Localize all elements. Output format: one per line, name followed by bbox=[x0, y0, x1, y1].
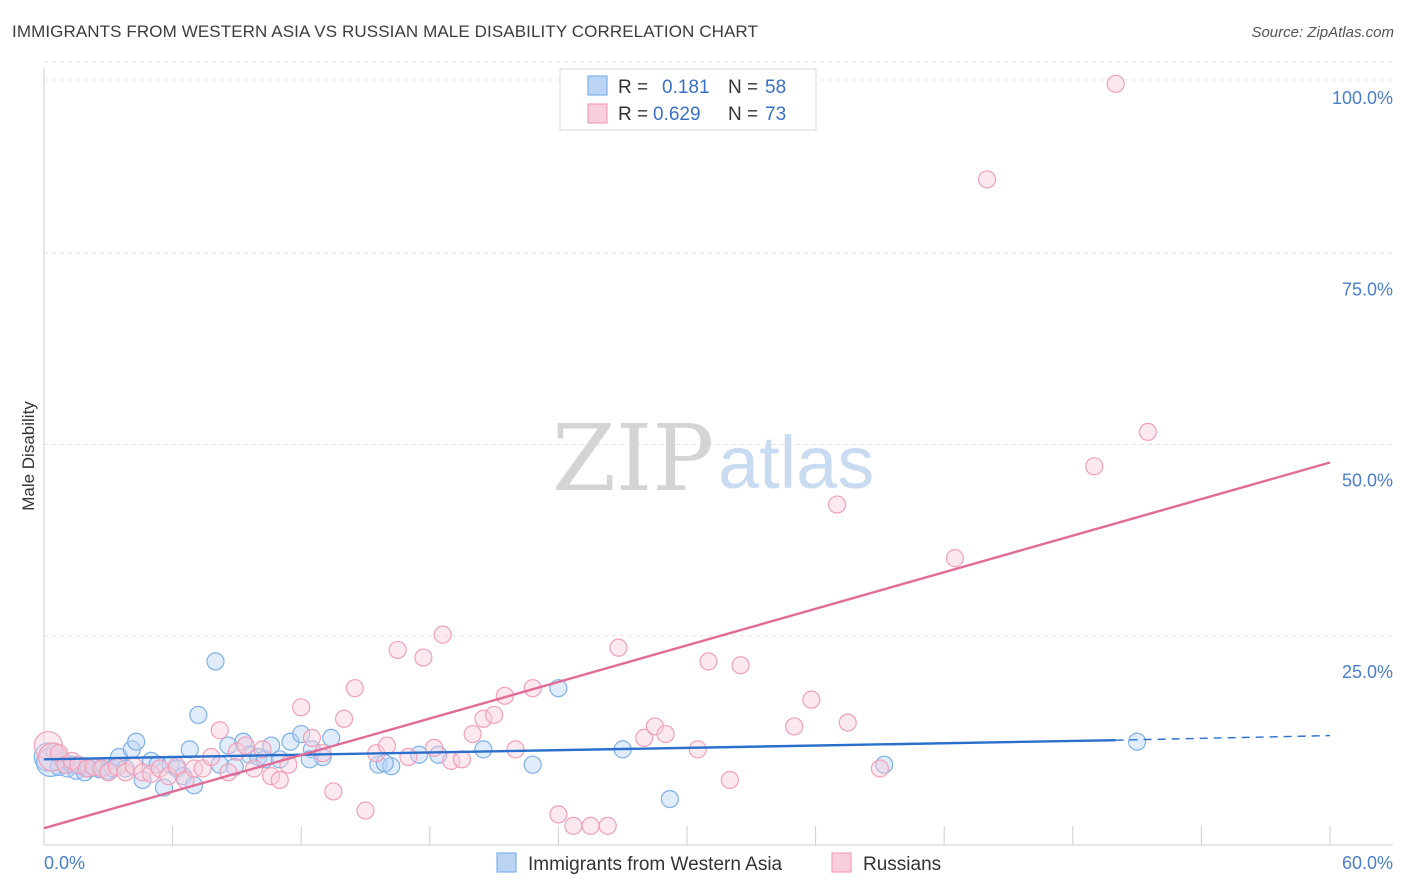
y-tick-label-50: 50.0% bbox=[1342, 471, 1393, 491]
point-russians-74 bbox=[827, 495, 847, 514]
point-russians-44 bbox=[433, 625, 452, 644]
point-western-asia-38 bbox=[262, 736, 281, 755]
legend-swatch-russians bbox=[587, 103, 608, 124]
x-tick-label-max: 60.0% bbox=[1342, 853, 1393, 873]
legend-n-value-1: 58 bbox=[765, 77, 786, 98]
point-russians-57 bbox=[609, 638, 628, 657]
point-russians-60 bbox=[656, 724, 675, 744]
point-western-asia-55 bbox=[1127, 732, 1147, 751]
point-russians-28 bbox=[262, 767, 281, 786]
point-russians-27 bbox=[253, 740, 272, 759]
point-russians-34 bbox=[324, 782, 343, 801]
point-russians-32 bbox=[302, 728, 322, 748]
series-legend-label-russians: Russians bbox=[863, 854, 941, 875]
tick-labels: 25.0% 50.0% 75.0% 100.0% 0.0% 60.0% bbox=[44, 88, 1393, 873]
y-tick-label-75: 75.0% bbox=[1342, 279, 1393, 299]
point-russians-54 bbox=[564, 816, 583, 835]
point-western-asia-30 bbox=[206, 652, 225, 671]
legend-n-label-1: N = bbox=[728, 77, 758, 98]
legend-r-label-2: R = bbox=[618, 104, 648, 125]
point-russians-58 bbox=[635, 728, 654, 748]
x-tick-label-min: 0.0% bbox=[44, 853, 85, 873]
point-russians-48 bbox=[474, 709, 493, 728]
legend-n-value-2: 73 bbox=[765, 104, 786, 125]
point-russians-6 bbox=[77, 759, 96, 778]
point-western-asia-49 bbox=[474, 740, 493, 759]
legend-r-label-1: R = bbox=[618, 77, 648, 98]
point-russians-36 bbox=[345, 679, 364, 698]
point-russians-41 bbox=[399, 747, 418, 767]
legend-n-label-2: N = bbox=[728, 104, 758, 125]
point-russians-73 bbox=[1138, 422, 1157, 441]
axes bbox=[43, 68, 1393, 846]
point-russians-56 bbox=[598, 816, 617, 835]
point-western-asia-53 bbox=[660, 789, 679, 809]
point-russians-62 bbox=[699, 652, 718, 671]
series-legend: Immigrants from Western Asia Russians bbox=[496, 852, 941, 875]
point-russians-49 bbox=[485, 705, 504, 725]
watermark-atlas: atlas bbox=[718, 421, 874, 504]
series-legend-label-western-asia: Immigrants from Western Asia bbox=[528, 854, 783, 875]
stats-legend: R = 0.181 N = 58 R = 0.629 N = 73 bbox=[559, 68, 817, 131]
point-russians-42 bbox=[414, 648, 433, 667]
point-russians-5 bbox=[69, 755, 88, 774]
point-russians-71 bbox=[1085, 457, 1104, 476]
y-tick-label-25: 25.0% bbox=[1342, 662, 1393, 682]
point-russians-66 bbox=[802, 690, 821, 709]
watermark-zip: ZIP bbox=[552, 405, 714, 512]
series-legend-swatch-russians bbox=[831, 852, 852, 873]
point-western-asia-27 bbox=[180, 740, 199, 759]
point-russians-31 bbox=[292, 698, 311, 717]
chart-title: IMMIGRANTS FROM WESTERN ASIA VS RUSSIAN … bbox=[12, 22, 758, 41]
point-russians-68 bbox=[870, 759, 890, 778]
point-russians-35 bbox=[334, 709, 354, 728]
point-russians-70 bbox=[977, 170, 997, 189]
point-russians-29 bbox=[270, 770, 289, 790]
point-russians-39 bbox=[377, 736, 397, 755]
point-western-asia-19 bbox=[127, 732, 146, 751]
legend-swatch-western-asia bbox=[587, 75, 608, 96]
point-russians-69 bbox=[945, 549, 965, 568]
point-russians-67 bbox=[838, 713, 857, 732]
point-russians-37 bbox=[356, 801, 375, 820]
point-russians-55 bbox=[581, 816, 600, 835]
trend-line-western-asia-extension bbox=[1115, 734, 1331, 741]
point-russians-47 bbox=[463, 724, 482, 744]
point-russians-25 bbox=[236, 736, 255, 755]
point-western-asia-41 bbox=[292, 724, 311, 744]
y-axis-title: Male Disability bbox=[19, 401, 38, 511]
point-russians-61 bbox=[688, 740, 707, 759]
point-western-asia-50 bbox=[523, 755, 542, 774]
point-russians-51 bbox=[506, 740, 525, 759]
point-russians-64 bbox=[731, 656, 750, 675]
watermark: ZIP atlas bbox=[552, 405, 874, 512]
point-western-asia-29 bbox=[189, 705, 208, 725]
legend-r-value-2: 0.629 bbox=[653, 104, 701, 125]
chart-source: Source: ZipAtlas.com bbox=[1251, 24, 1394, 41]
trend-line-western-asia bbox=[43, 738, 1116, 761]
point-russians-65 bbox=[785, 717, 804, 736]
point-russians-46 bbox=[452, 750, 472, 769]
point-russians-40 bbox=[388, 640, 407, 660]
y-tick-label-100: 100.0% bbox=[1332, 88, 1393, 108]
point-russians-63 bbox=[720, 770, 739, 790]
point-western-asia-47 bbox=[409, 745, 429, 764]
point-russians-53 bbox=[549, 805, 568, 824]
point-russians-72 bbox=[1106, 74, 1125, 93]
grid-lines bbox=[44, 61, 1393, 637]
trend-lines bbox=[43, 461, 1331, 830]
series-legend-swatch-western-asia bbox=[496, 852, 517, 873]
point-russians-43 bbox=[424, 738, 444, 757]
trend-line-russians bbox=[43, 461, 1331, 830]
point-russians-22 bbox=[210, 721, 229, 740]
legend-r-value-1: 0.181 bbox=[662, 77, 710, 98]
